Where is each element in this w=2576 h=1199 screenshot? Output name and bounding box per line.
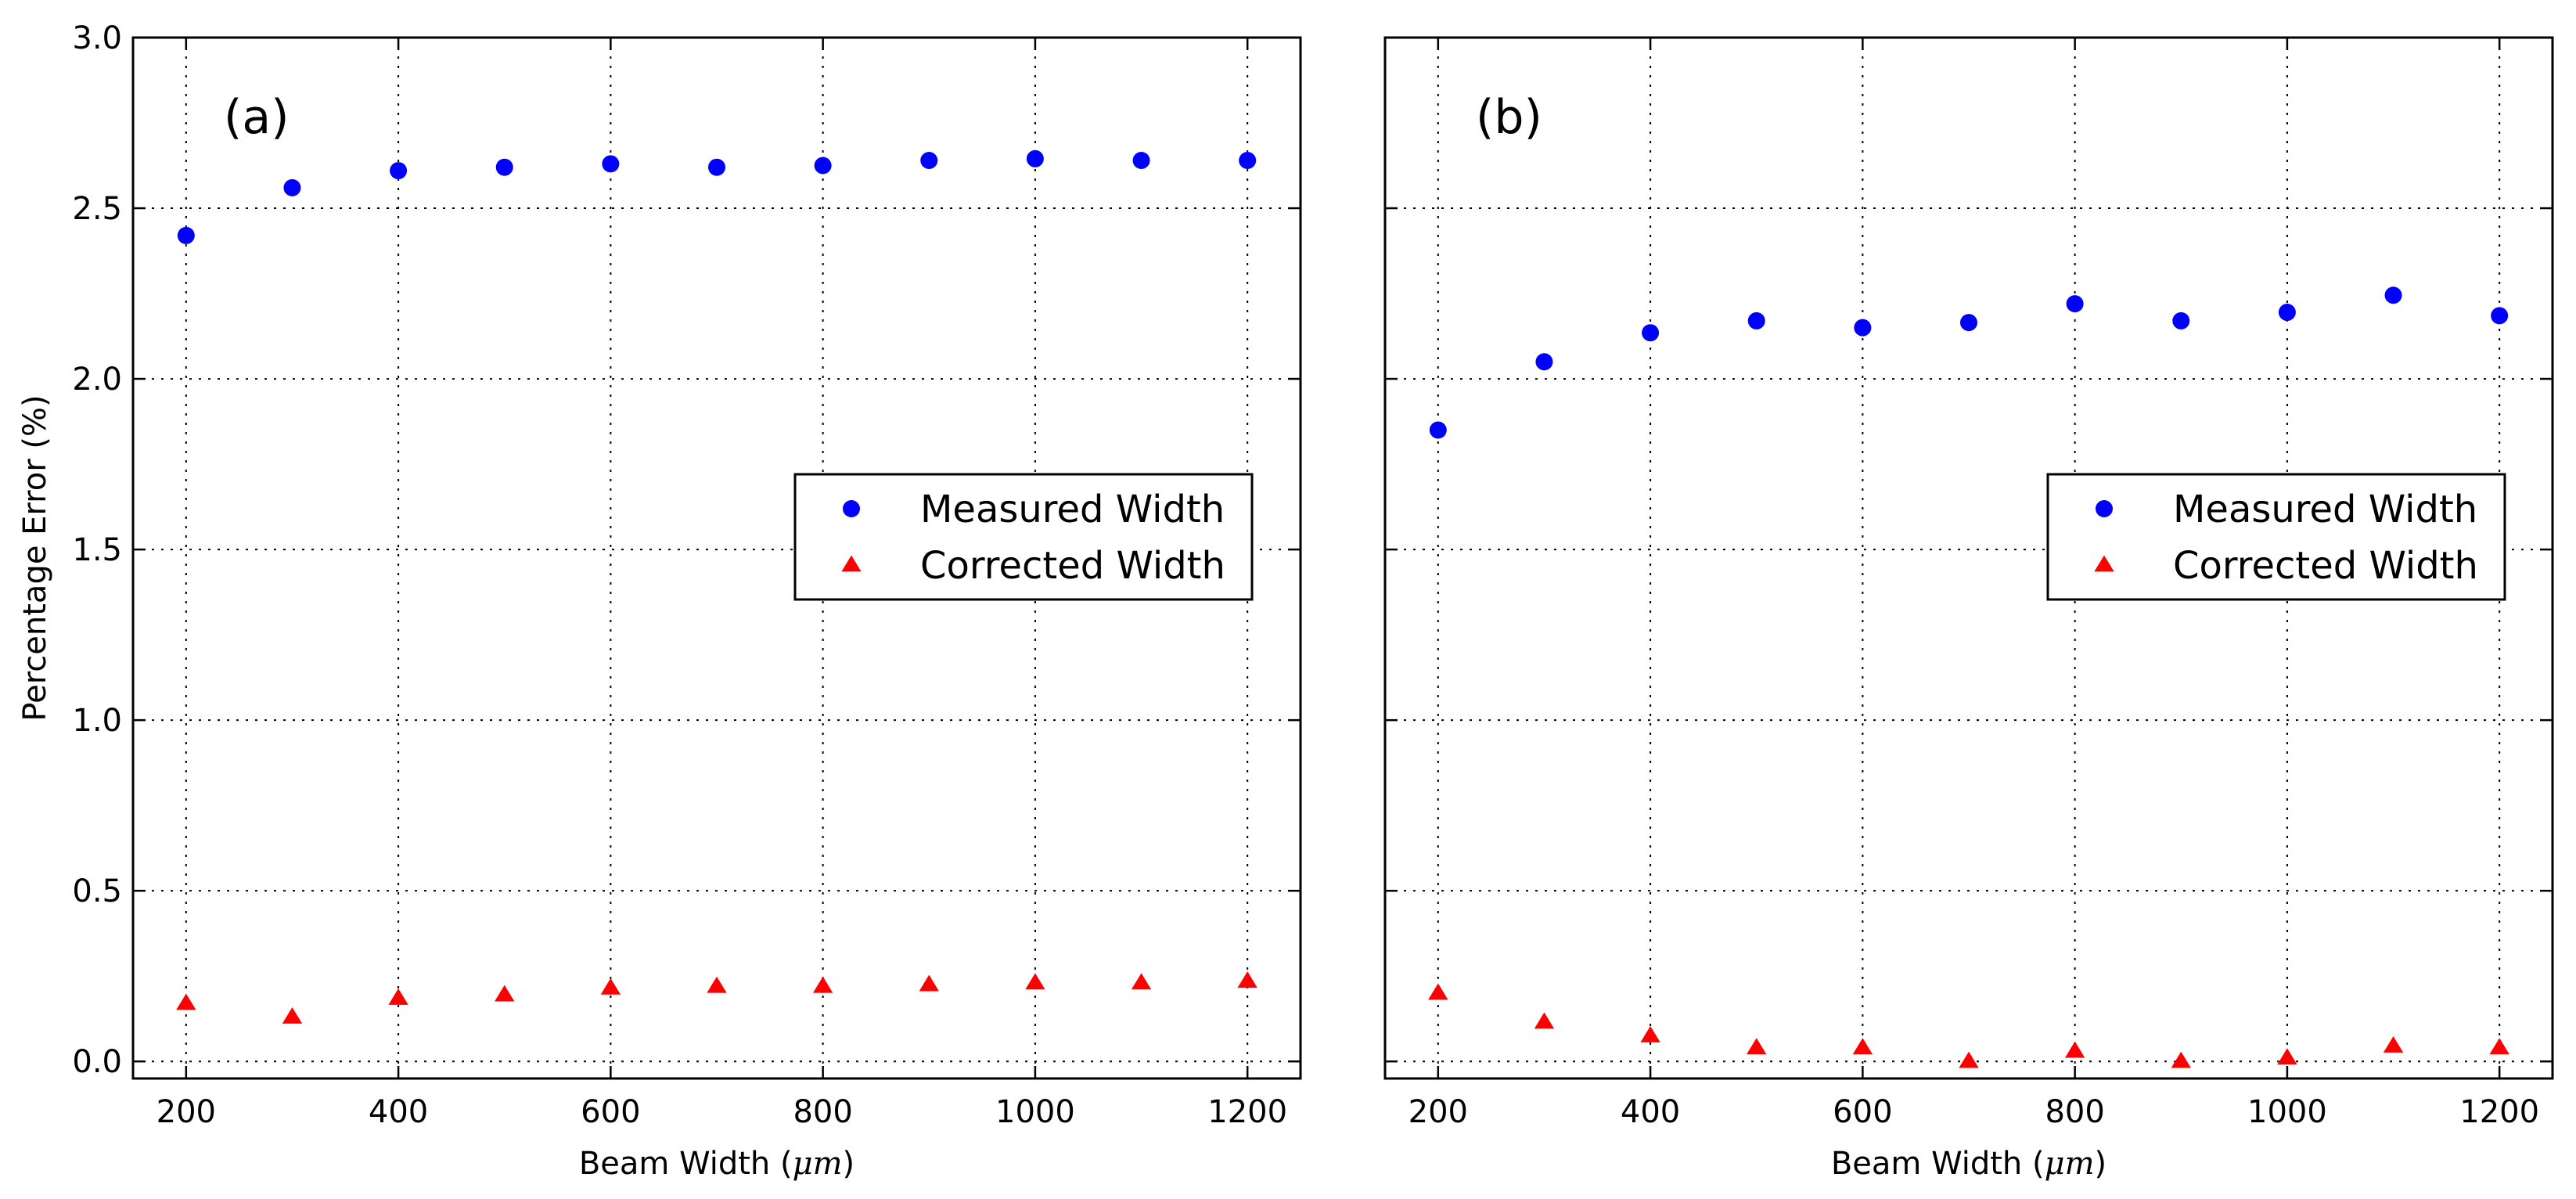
series-measured-width: [177, 149, 1257, 244]
tick-marks: [1385, 36, 2553, 1078]
x-axis-label-suffix: ): [843, 1146, 855, 1182]
data-point: [2489, 1038, 2509, 1055]
data-point: [495, 985, 515, 1002]
data-point: [495, 158, 513, 176]
data-point: [1534, 1012, 1555, 1029]
x-tick-label: 1200: [1207, 1094, 1287, 1130]
y-tick-label: 0.0: [72, 1044, 122, 1080]
data-point: [2491, 307, 2509, 325]
legend-entry-label: Measured Width: [2173, 488, 2477, 531]
data-point: [1854, 319, 1872, 337]
data-point: [812, 976, 833, 993]
x-tick-label: 1200: [2459, 1094, 2539, 1130]
series-corrected-width: [176, 971, 1257, 1024]
data-point: [1959, 1051, 1979, 1068]
data-point: [1239, 151, 1257, 169]
y-tick-label: 1.0: [72, 703, 122, 739]
data-point: [1642, 324, 1660, 342]
legend-marker-circle-icon: [843, 500, 860, 517]
data-point: [2066, 295, 2084, 313]
series-measured-width: [1429, 286, 2509, 439]
series-corrected-width: [1428, 983, 2509, 1068]
x-tick-label: 800: [2045, 1094, 2104, 1130]
x-tick-label: 1000: [2247, 1094, 2327, 1130]
y-axis-label: Percentage Error (%): [17, 394, 53, 721]
y-tick-label: 1.5: [72, 532, 122, 568]
data-point: [176, 993, 196, 1010]
legend: Measured Width Corrected Width: [2046, 473, 2506, 601]
y-tick-label: 0.5: [72, 873, 122, 909]
data-point: [1429, 421, 1447, 439]
data-point: [177, 226, 195, 244]
legend-entry-label: Measured Width: [920, 488, 1225, 531]
panel-label: (a): [224, 90, 290, 145]
data-point: [1132, 151, 1150, 169]
x-tick-label: 200: [1409, 1094, 1468, 1130]
panel-b: 200 400 600 800 1000 1200 Beam Width (μm) (b) Me…: [1383, 36, 2554, 1182]
legend-box: [2046, 473, 2506, 601]
legend-marker-triangle-icon: [2094, 555, 2114, 572]
legend-marker-triangle-icon: [841, 555, 862, 572]
data-point: [2278, 304, 2296, 322]
data-point: [1747, 311, 1765, 329]
data-point: [1535, 353, 1553, 371]
data-point: [2277, 1048, 2297, 1065]
legend-entry-label: Corrected Width: [2173, 544, 2478, 588]
data-point: [814, 157, 832, 175]
data-point: [283, 178, 301, 196]
data-point: [1428, 983, 1448, 1000]
tick-marks: [133, 36, 1301, 1078]
data-point: [1131, 973, 1152, 990]
y-tick-label: 2.0: [72, 362, 122, 398]
data-point: [2383, 1036, 2404, 1053]
panel-label: (b): [1476, 90, 1542, 145]
data-point: [2171, 1051, 2191, 1068]
plot-frame: [131, 36, 1302, 1080]
x-tick-label: 600: [1833, 1094, 1892, 1130]
data-point: [1852, 1038, 1873, 1055]
data-point: [282, 1006, 303, 1024]
x-axis-label-unit: μm: [793, 1146, 843, 1182]
data-point: [1747, 1038, 1767, 1055]
data-point: [1237, 971, 1257, 988]
x-axis-label-prefix: Beam Width (: [1831, 1146, 2045, 1182]
x-axis-label: Beam Width (μm): [579, 1146, 854, 1182]
panel-a: 200 400 600 800 1000 1200 0.0 0.5 1.0 1.5 2.0 2.5 3.…: [17, 20, 1302, 1182]
data-point: [920, 151, 938, 169]
x-tick-label: 200: [157, 1094, 216, 1130]
x-axis-label-unit: μm: [2045, 1146, 2095, 1182]
data-point: [2384, 286, 2402, 304]
legend: Measured Width Corrected Width: [793, 473, 1254, 601]
data-point: [602, 155, 620, 173]
data-point: [1026, 149, 1044, 167]
data-point: [1960, 314, 1977, 332]
x-tick-label: 1000: [995, 1094, 1075, 1130]
x-axis-label-prefix: Beam Width (: [579, 1146, 793, 1182]
data-point: [707, 976, 727, 993]
legend-box: [793, 473, 1254, 601]
data-point: [1640, 1025, 1660, 1042]
x-tick-label: 600: [581, 1094, 640, 1130]
data-point: [708, 158, 725, 176]
data-point: [390, 162, 408, 180]
y-tick-label: 3.0: [72, 20, 122, 56]
legend-entry-label: Corrected Width: [920, 544, 1225, 588]
data-point: [600, 978, 621, 995]
data-point: [388, 988, 408, 1005]
x-axis-label-suffix: ): [2095, 1146, 2107, 1182]
x-tick-label: 800: [793, 1094, 852, 1130]
y-tick-label: 2.5: [72, 191, 122, 227]
plot-frame: [1383, 36, 2554, 1080]
data-point: [2064, 1041, 2085, 1058]
x-tick-label: 400: [1621, 1094, 1680, 1130]
data-point: [1025, 973, 1045, 990]
data-point: [2172, 311, 2190, 329]
x-tick-label: 400: [369, 1094, 428, 1130]
x-axis-label: Beam Width (μm): [1831, 1146, 2106, 1182]
data-point: [919, 974, 939, 992]
legend-marker-circle-icon: [2096, 500, 2113, 517]
